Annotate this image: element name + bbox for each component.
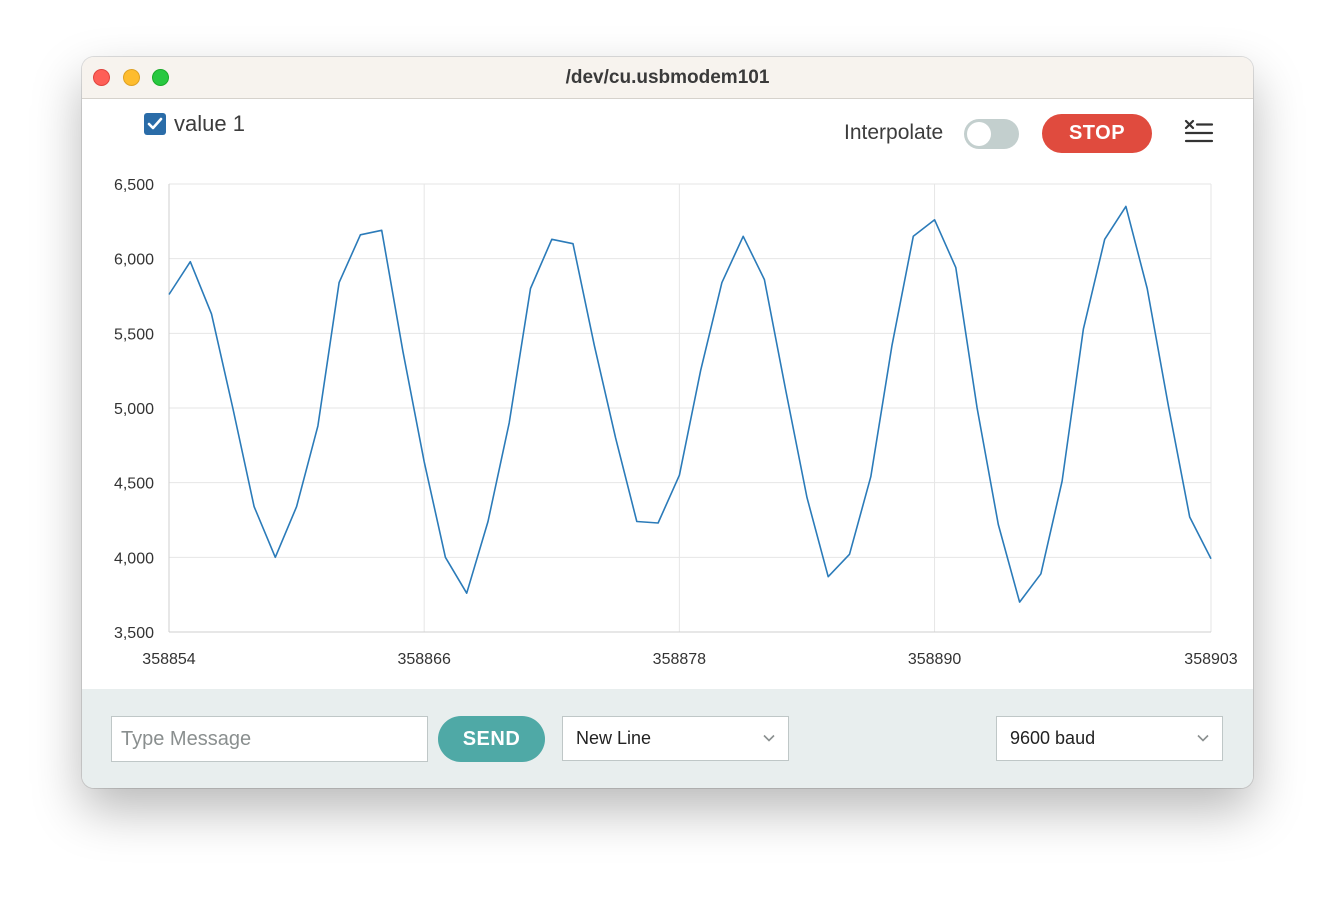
baud-rate-select[interactable]: 9600 baud: [996, 716, 1223, 761]
y-tick-label: 4,500: [114, 476, 154, 493]
legend: value 1: [144, 111, 245, 137]
message-bar: SEND New Line 9600 baud: [82, 689, 1253, 788]
x-axis-ticks: 358854 358866 358878 358890 358903: [142, 651, 1237, 668]
toggle-knob: [967, 122, 991, 146]
x-tick-label: 358890: [908, 651, 961, 668]
clear-list-icon[interactable]: [1182, 118, 1214, 148]
chevron-down-icon: [1197, 734, 1209, 742]
y-tick-label: 6,500: [114, 177, 154, 194]
serial-plotter-window: /dev/cu.usbmodem101 3,500 4,000 4,500 5,000…: [82, 57, 1253, 788]
grid: [168, 183, 1212, 633]
series-label: value 1: [174, 111, 245, 136]
y-tick-label: 5,000: [114, 401, 154, 418]
chevron-down-icon: [763, 734, 775, 742]
send-button[interactable]: SEND: [438, 716, 545, 762]
y-tick-label: 3,500: [114, 625, 154, 642]
x-tick-label: 358878: [653, 651, 706, 668]
checkmark-icon: [147, 117, 163, 130]
y-tick-label: 6,000: [114, 252, 154, 269]
minimize-window-button[interactable]: [123, 69, 140, 86]
x-tick-label: 358866: [397, 651, 450, 668]
line-ending-value: New Line: [576, 728, 652, 748]
stop-button[interactable]: STOP: [1042, 114, 1152, 153]
series-line-value-1: [168, 205, 1212, 603]
x-tick-label: 358854: [142, 651, 195, 668]
title-bar: /dev/cu.usbmodem101: [82, 57, 1253, 99]
y-axis-ticks: 3,500 4,000 4,500 5,000 5,500 6,000 6,500: [114, 177, 154, 642]
window-title: /dev/cu.usbmodem101: [565, 67, 770, 88]
baud-rate-value: 9600 baud: [1010, 728, 1096, 748]
y-tick-label: 4,000: [114, 550, 154, 567]
plot-area: 3,500 4,000 4,500 5,000 5,500 6,000 6,500 3588…: [114, 177, 1238, 668]
series-layer: [168, 205, 1212, 603]
close-window-button[interactable]: [93, 69, 110, 86]
zoom-window-button[interactable]: [152, 69, 169, 86]
message-input[interactable]: [111, 716, 428, 762]
line-ending-select[interactable]: New Line: [562, 716, 789, 761]
x-tick-label: 358903: [1184, 651, 1237, 668]
series-checkbox[interactable]: [144, 113, 166, 135]
interpolate-toggle[interactable]: [964, 119, 1019, 149]
interpolate-label: Interpolate: [844, 121, 944, 144]
axes: [168, 184, 1211, 633]
y-tick-label: 5,500: [114, 326, 154, 343]
